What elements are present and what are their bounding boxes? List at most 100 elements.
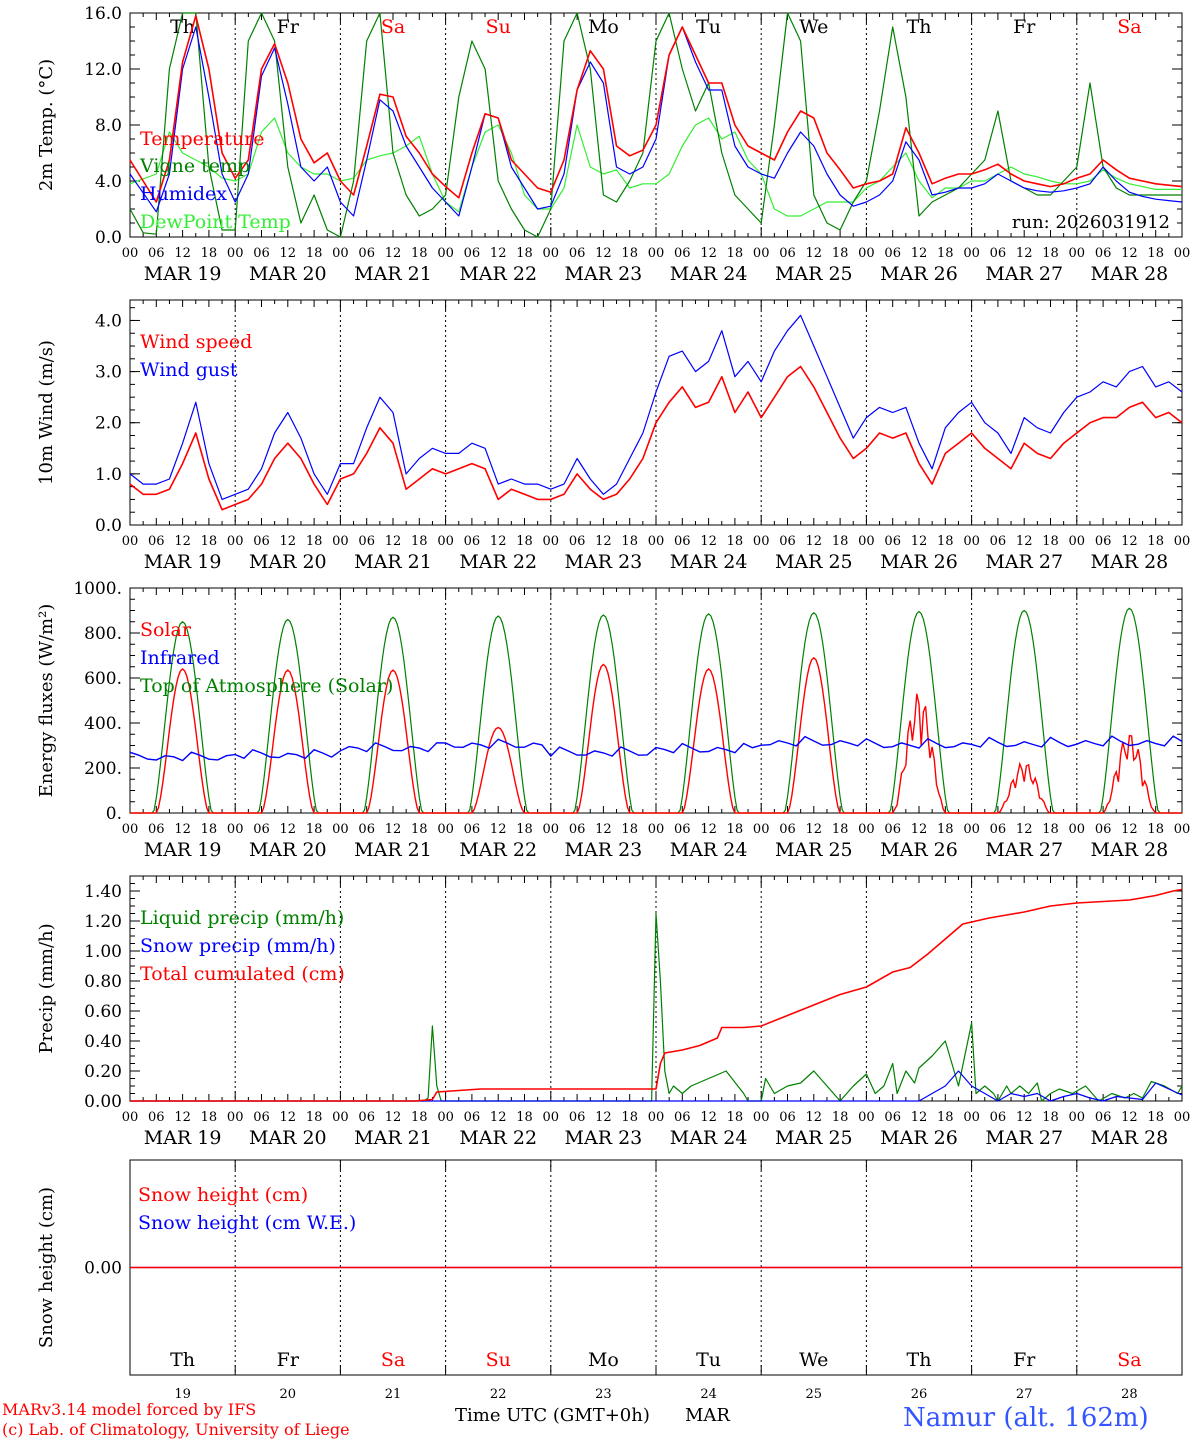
y-tick-label: 0.00 [84,1092,122,1112]
hour-tick-label: 06 [779,1110,796,1125]
date-label: MAR 21 [354,263,432,285]
hour-tick-label: 06 [779,822,796,837]
hour-tick-label: 06 [884,246,901,261]
date-label: MAR 24 [670,263,748,285]
hour-tick-label: 12 [174,246,191,261]
hour-tick-label: 18 [621,246,638,261]
hour-tick-label: 12 [911,534,928,549]
y-axis-label: 2m Temp. (°C) [36,59,57,191]
hour-tick-label: 18 [1147,1110,1164,1125]
hour-tick-label: 00 [1069,1110,1086,1125]
y-tick-label: 0.20 [84,1062,122,1082]
hour-tick-label: 12 [490,822,507,837]
hour-tick-label: 06 [884,1110,901,1125]
date-label: MAR 25 [775,263,853,285]
hour-tick-label: 12 [280,246,297,261]
date-label: MAR 20 [249,839,327,861]
hour-tick-label: 12 [385,1110,402,1125]
hour-tick-label: 18 [306,246,323,261]
hour-tick-label: 00 [858,534,875,549]
temperature-line [129,15,1183,203]
date-label: MAR 21 [354,551,432,573]
y-tick-label: 800. [84,624,122,644]
y-tick-label: 8.0 [95,116,122,136]
hour-tick-label: 00 [1174,822,1191,837]
x-axis-label: Time UTC (GMT+0h) [455,1405,650,1426]
day-number-label: 22 [490,1387,507,1402]
hour-tick-label: 00 [1069,246,1086,261]
weekday-label: Fr [277,1349,300,1371]
y-tick-label: 0.0 [95,228,122,248]
hour-tick-label: 00 [227,1110,244,1125]
hour-tick-label: 00 [753,1110,770,1125]
hour-tick-label: 00 [648,1110,665,1125]
weekday-label: Tu [696,16,721,38]
hour-tick-label: 00 [858,246,875,261]
hour-tick-label: 12 [1121,822,1138,837]
hour-tick-label: 12 [174,1110,191,1125]
hour-tick-label: 18 [411,822,428,837]
y-tick-label: 1.0 [95,465,122,485]
hour-tick-label: 12 [1121,246,1138,261]
hour-tick-label: 00 [543,822,560,837]
legend-temperature: Temperature [140,128,264,150]
weekday-label: Th [907,16,932,38]
hour-tick-label: 12 [911,1110,928,1125]
hour-tick-label: 18 [201,246,218,261]
legend-infrared: Infrared [140,647,220,669]
hour-tick-label: 18 [832,534,849,549]
weekday-label: Sa [1117,1349,1141,1371]
liquid-precip-line [130,912,1183,1102]
y-tick-label: 1.40 [84,882,122,902]
hour-tick-label: 06 [1095,246,1112,261]
hour-tick-label: 00 [1174,246,1191,261]
day-number-label: 23 [595,1387,612,1402]
hour-tick-label: 06 [358,534,375,549]
date-label: MAR 27 [985,263,1063,285]
hour-tick-label: 00 [122,246,139,261]
hour-tick-label: 00 [648,534,665,549]
y-tick-label: 0.80 [84,972,122,992]
date-label: MAR 25 [775,551,853,573]
hour-tick-label: 12 [490,1110,507,1125]
hour-tick-label: 18 [516,534,533,549]
hour-tick-label: 06 [569,246,586,261]
weekday-label: Su [486,1349,511,1371]
weekday-label: Fr [277,16,300,38]
hour-tick-label: 06 [148,1110,165,1125]
hour-tick-label: 00 [332,1110,349,1125]
hour-tick-label: 12 [806,1110,823,1125]
hour-tick-label: 18 [937,822,954,837]
hour-tick-label: 12 [700,1110,717,1125]
hour-tick-label: 06 [779,534,796,549]
wind-speed-line [129,365,1183,511]
weekday-label: We [799,16,828,38]
hour-tick-label: 00 [753,246,770,261]
hour-tick-label: 00 [543,1110,560,1125]
date-label: MAR 20 [249,551,327,573]
hour-tick-label: 06 [358,822,375,837]
hour-tick-label: 06 [1095,534,1112,549]
hour-tick-label: 12 [911,822,928,837]
hour-tick-label: 00 [437,1110,454,1125]
hour-tick-label: 18 [937,1110,954,1125]
day-number-label: 21 [385,1387,402,1402]
weekday-label: Mo [588,16,619,38]
day-number-label: 20 [280,1387,297,1402]
legend-wind-gust: Wind gust [140,359,238,381]
station-label: Namur (alt. 162m) [903,1403,1149,1433]
weekday-label: Mo [588,1349,619,1371]
date-label: MAR 24 [670,839,748,861]
hour-tick-label: 00 [963,1110,980,1125]
hour-tick-label: 12 [385,822,402,837]
day-number-label: 27 [1016,1387,1033,1402]
weekday-label: Su [486,16,511,38]
hour-tick-label: 06 [779,246,796,261]
hour-tick-label: 00 [648,822,665,837]
hour-tick-label: 00 [858,1110,875,1125]
hour-tick-label: 06 [674,246,691,261]
hour-tick-label: 00 [122,534,139,549]
hour-tick-label: 06 [358,246,375,261]
hour-tick-label: 12 [1016,1110,1033,1125]
day-number-label: 19 [174,1387,191,1402]
